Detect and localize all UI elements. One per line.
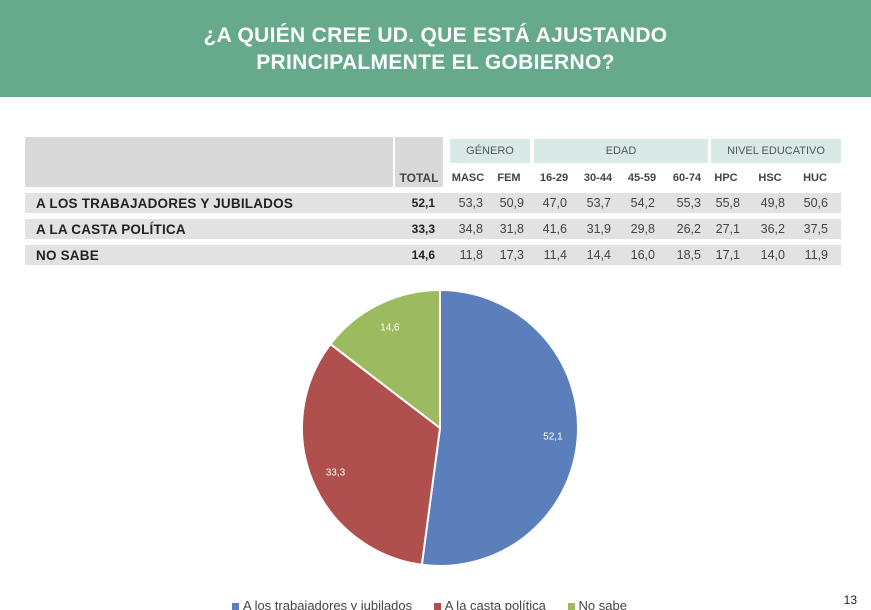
legend-item: No sabe xyxy=(567,598,627,610)
pie-slice xyxy=(301,342,442,566)
table-cell: 55,3 xyxy=(676,196,701,210)
legend-label: No sabe xyxy=(578,598,627,610)
legend-label: A los trabajadores y jubilados xyxy=(243,598,413,610)
legend-swatch xyxy=(567,603,575,610)
legend-item: A la casta política xyxy=(433,598,546,610)
page-number: 13 xyxy=(843,593,857,607)
pie-slice xyxy=(420,288,579,567)
row-total: 14,6 xyxy=(411,248,435,262)
table-row: A LOS TRABAJADORES Y JUBILADOS 52,1 53,3… xyxy=(25,193,841,213)
table-cell: 53,3 xyxy=(458,196,483,210)
table-cell: 17,3 xyxy=(499,248,524,262)
column-header: 60-74 xyxy=(672,172,702,184)
row-label: A LA CASTA POLÍTICA xyxy=(36,221,186,237)
pie-chart: 52,1 33,3 14,6 xyxy=(300,288,580,568)
table-cell: 31,8 xyxy=(499,222,524,236)
pie-chart-svg: 52,1 33,3 14,6 xyxy=(301,288,579,567)
table-cell: 11,4 xyxy=(543,248,567,262)
column-header-total: TOTAL xyxy=(399,171,439,185)
column-header: 16-29 xyxy=(539,172,569,184)
legend-swatch xyxy=(232,603,239,610)
row-label: NO SABE xyxy=(36,247,99,263)
column-header: MASC xyxy=(451,172,485,184)
table-cell: 47,0 xyxy=(542,196,567,210)
column-header: HPC xyxy=(714,172,738,184)
table-cell: 11,8 xyxy=(459,248,483,262)
group-header-nivel: NIVEL EDUCATIVO xyxy=(711,139,841,163)
chart-legend: A los trabajadores y jubilados A la cast… xyxy=(232,598,645,610)
pie-data-label: 14,6 xyxy=(380,323,400,334)
row-label: A LOS TRABAJADORES Y JUBILADOS xyxy=(36,195,294,211)
column-header: HSC xyxy=(758,172,782,184)
title-banner: ¿A QUIÉN CREE UD. QUE ESTÁ AJUSTANDO PRI… xyxy=(0,0,871,97)
column-header: 45-59 xyxy=(627,172,657,184)
legend-label: A la casta política xyxy=(444,598,546,610)
table-cell: 50,6 xyxy=(803,196,828,210)
row-total: 33,3 xyxy=(411,222,435,236)
table-row: A LA CASTA POLÍTICA 33,3 34,8 31,8 41,6 … xyxy=(25,219,841,239)
table-cell: 11,9 xyxy=(804,248,828,262)
column-header: FEM xyxy=(497,172,521,184)
pie-data-label: 33,3 xyxy=(326,467,346,478)
pie-slice xyxy=(329,288,441,431)
title-line-2: PRINCIPALMENTE EL GOBIERNO? xyxy=(256,50,615,74)
table-row: NO SABE 14,6 11,8 17,3 11,4 14,4 16,0 18… xyxy=(25,245,841,265)
table-cell: 29,8 xyxy=(630,222,655,236)
legend-item: A los trabajadores y jubilados xyxy=(232,598,412,610)
row-total: 52,1 xyxy=(411,196,435,210)
table-cell: 50,9 xyxy=(499,196,524,210)
table-cell: 41,6 xyxy=(542,222,567,236)
table-cell: 34,8 xyxy=(458,222,483,236)
column-header: HUC xyxy=(803,172,827,184)
table-cell: 27,1 xyxy=(715,222,740,236)
table-cell: 26,2 xyxy=(676,222,701,236)
table-header-total-bg xyxy=(395,137,443,187)
table-cell: 14,4 xyxy=(586,248,611,262)
group-header-genero: GÉNERO xyxy=(450,139,530,163)
table-cell: 14,0 xyxy=(760,248,785,262)
table-cell: 31,9 xyxy=(586,222,611,236)
pie-data-label: 52,1 xyxy=(543,431,563,442)
table-cell: 55,8 xyxy=(715,196,740,210)
column-header: 30-44 xyxy=(583,172,613,184)
table-cell: 16,0 xyxy=(630,248,655,262)
table-cell: 54,2 xyxy=(630,196,655,210)
table-cell: 53,7 xyxy=(586,196,611,210)
table-cell: 36,2 xyxy=(760,222,785,236)
table-cell: 17,1 xyxy=(715,248,740,262)
table-cell: 18,5 xyxy=(676,248,701,262)
group-header-edad: EDAD xyxy=(534,139,708,163)
title-line-1: ¿A QUIÉN CREE UD. QUE ESTÁ AJUSTANDO xyxy=(203,23,668,47)
table-cell: 37,5 xyxy=(803,222,828,236)
table-cell: 49,8 xyxy=(760,196,785,210)
table-header-blank xyxy=(25,137,393,187)
legend-swatch xyxy=(433,603,441,610)
